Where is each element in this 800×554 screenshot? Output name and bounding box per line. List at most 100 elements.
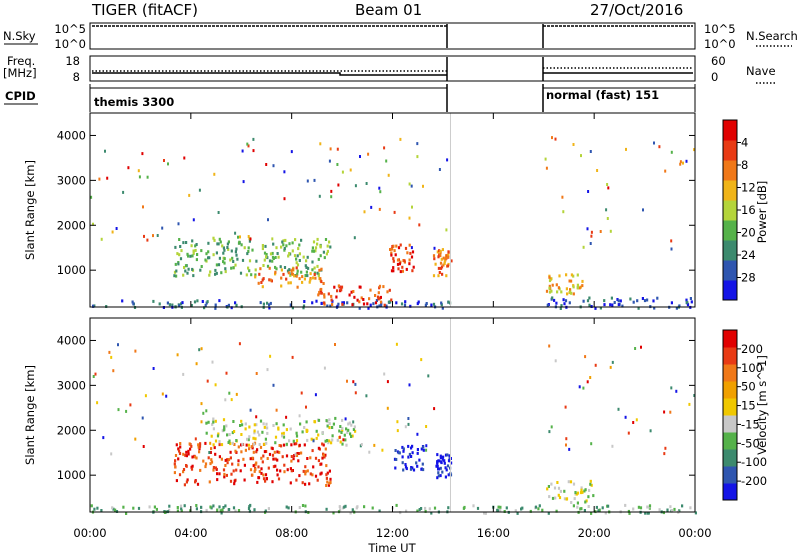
scatter-cell: [195, 362, 198, 366]
scatter-cell: [341, 442, 344, 446]
scatter-cell: [199, 268, 202, 272]
scatter-cell: [283, 470, 286, 474]
scatter-cell: [410, 455, 413, 458]
scatter-cell: [265, 255, 268, 259]
scatter-cell: [392, 259, 395, 263]
scatter-cell: [441, 457, 444, 461]
scatter-cell: [198, 444, 202, 448]
scatter-cell: [448, 454, 451, 458]
scatter-cell: [446, 255, 450, 259]
scatter-cell: [555, 301, 558, 305]
scatter-cell: [592, 494, 595, 498]
scatter-cell: [412, 265, 415, 269]
scatter-cell: [669, 410, 672, 414]
scatter-cell: [102, 436, 105, 440]
scatter-cell: [570, 273, 573, 277]
scatter-cell: [330, 298, 333, 302]
scatter-cell: [440, 257, 443, 261]
scatter-cell: [155, 507, 158, 511]
scatter-cell: [304, 504, 307, 508]
scatter-cell: [326, 439, 329, 442]
scatter-cell: [445, 468, 448, 472]
scatter-cell: [168, 508, 171, 512]
scatter-cell: [627, 509, 630, 513]
scatter-cell: [189, 447, 192, 451]
scatter-cell: [565, 437, 568, 441]
scatter-cell: [320, 280, 323, 284]
scatter-cell: [354, 391, 357, 395]
scatter-cell: [325, 419, 328, 423]
scatter-cell: [444, 258, 447, 262]
scatter-cell: [289, 281, 292, 285]
scatter-cell: [596, 169, 599, 172]
y-tick-label: 2000: [57, 423, 86, 437]
scatter-cell: [212, 427, 215, 431]
scatter-cell: [483, 511, 486, 515]
scatter-cell: [553, 298, 556, 302]
scatter-cell: [260, 471, 263, 475]
scatter-cell: [137, 169, 140, 173]
scatter-cell: [410, 466, 413, 469]
scatter-cell: [581, 279, 584, 283]
scatter-cell: [261, 247, 264, 251]
scatter-cell: [298, 443, 301, 447]
scatter-cell: [399, 243, 402, 247]
scatter-cell: [548, 275, 551, 279]
scatter-cell: [313, 266, 316, 270]
scatter-cell: [161, 392, 164, 396]
colorbar-tick-label: -200: [741, 474, 767, 488]
scatter-cell: [276, 468, 279, 472]
freq-tick-bottom: 8: [73, 70, 80, 84]
scatter-cell: [670, 301, 673, 305]
nsky-trace: [92, 24, 693, 48]
scatter-cell: [341, 301, 344, 305]
scatter-cell: [184, 269, 187, 273]
scatter-cell: [205, 431, 208, 435]
velocity-panel-frame: [89, 317, 696, 513]
scatter-cell: [185, 480, 188, 484]
scatter-cell: [280, 284, 283, 288]
scatter-cell: [360, 296, 363, 300]
scatter-cell: [289, 481, 292, 485]
scatter-cell: [194, 244, 197, 248]
scatter-cell: [438, 249, 441, 253]
scatter-cell: [611, 444, 614, 448]
scatter-cell: [200, 420, 203, 424]
scatter-cell: [262, 473, 265, 477]
scatter-cell: [587, 495, 590, 499]
scatter-cell: [439, 454, 442, 458]
scatter-cell: [232, 469, 235, 473]
freq-tick-top: 18: [65, 54, 80, 68]
scatter-cell: [616, 298, 619, 301]
scatter-cell: [296, 254, 299, 258]
scatter-cell: [221, 429, 224, 433]
scatter-cell: [210, 447, 213, 451]
scatter-cell: [387, 300, 390, 304]
scatter-cell: [178, 449, 181, 453]
scatter-cell: [181, 301, 184, 305]
scatter-cell: [182, 372, 185, 376]
scatter-cell: [336, 147, 339, 151]
scatter-cell: [328, 240, 331, 244]
scatter-cell: [266, 457, 269, 460]
scatter-cell: [548, 286, 551, 290]
scatter-cell: [267, 466, 270, 470]
scatter-cell: [635, 418, 638, 422]
scatter-cell: [265, 422, 268, 426]
scatter-cell: [652, 299, 655, 303]
scatter-cell: [363, 210, 366, 214]
scatter-cell: [377, 291, 380, 295]
scatter-cell: [306, 255, 309, 259]
scatter-cell: [342, 301, 345, 305]
scatter-cell: [594, 363, 597, 367]
scatter-cell: [402, 449, 405, 453]
scatter-cell: [175, 274, 178, 278]
scatter-cell: [438, 459, 441, 463]
scatter-cell: [256, 480, 259, 484]
scatter-cell: [216, 472, 219, 476]
scatter-cell: [303, 277, 306, 281]
scatter-cell: [438, 168, 441, 171]
scatter-cell: [258, 443, 261, 446]
power-panel: 1000 2000 3000 4000 Slant Range [km]: [23, 112, 696, 310]
scatter-cell: [274, 441, 277, 445]
